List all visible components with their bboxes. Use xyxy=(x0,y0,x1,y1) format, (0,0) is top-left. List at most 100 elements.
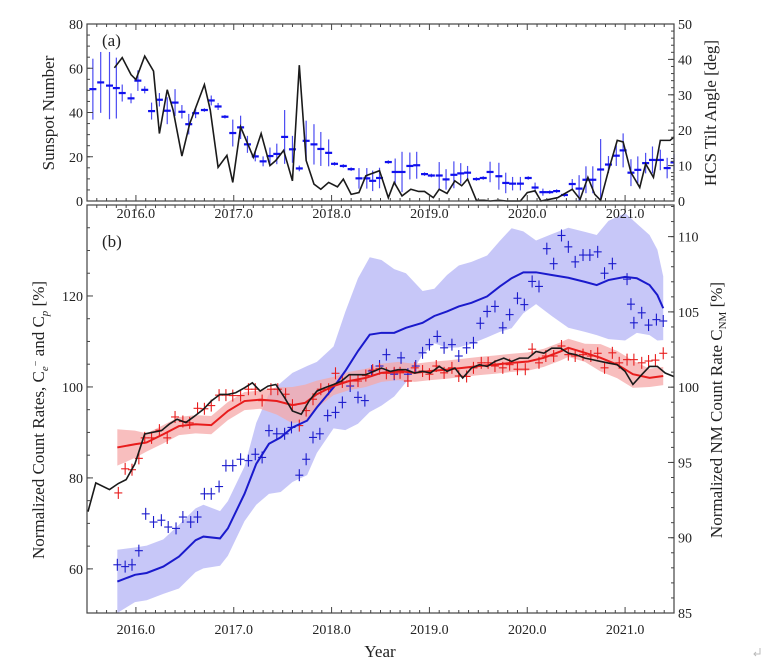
x-axis-label: Year xyxy=(364,642,396,661)
x-tick-label-bottom: 2017.0 xyxy=(215,623,254,638)
electron-point xyxy=(193,511,202,524)
y-tick-label-right: 100 xyxy=(678,381,699,396)
proton-point xyxy=(651,354,660,367)
x-tick-label-bottom: 2018.0 xyxy=(312,623,351,638)
corner-return-icon xyxy=(753,648,761,657)
electron-point xyxy=(626,298,635,311)
proton-point xyxy=(637,356,646,369)
electron-point xyxy=(236,453,245,466)
proton-point xyxy=(236,389,245,402)
electron-point xyxy=(331,406,340,419)
electron-point xyxy=(323,409,332,422)
tilt-angle-point xyxy=(391,158,399,186)
tilt-angle-point xyxy=(442,169,450,190)
tilt-angle-point xyxy=(118,84,126,102)
y-tick-label-right: 110 xyxy=(678,231,698,246)
electron-point xyxy=(637,306,646,319)
tilt-angle-point xyxy=(273,143,281,165)
electron-point xyxy=(353,391,362,404)
electron-uncertainty-band xyxy=(117,213,664,613)
electron-point xyxy=(200,487,209,500)
proton-point xyxy=(114,486,123,499)
proton-point xyxy=(396,366,405,379)
electron-point xyxy=(221,459,230,472)
electron-point xyxy=(600,267,609,280)
electron-point xyxy=(186,516,195,529)
y-tick-label: 0 xyxy=(76,195,83,210)
tilt-angle-point xyxy=(259,156,267,167)
proton-point xyxy=(600,361,609,374)
proton-point xyxy=(193,402,202,415)
ylabel-sup-minus: − xyxy=(31,360,42,366)
x-tick-label-top: 2020.0 xyxy=(508,207,547,222)
electron-point xyxy=(251,448,260,461)
proton-point xyxy=(513,363,522,376)
tilt-angle-point xyxy=(612,145,620,166)
y-tick-label-right: 40 xyxy=(678,53,692,68)
tilt-angle-point xyxy=(310,124,318,165)
electron-point xyxy=(571,255,580,268)
electron-point xyxy=(490,300,499,313)
tilt-angle-point xyxy=(479,176,487,180)
electron-point xyxy=(534,280,543,293)
proton-point xyxy=(579,348,588,361)
electron-point xyxy=(418,346,427,359)
tilt-angle-point xyxy=(553,189,561,193)
tilt-angle-point xyxy=(597,139,605,200)
proton-point xyxy=(353,375,362,388)
panel-b-ylabel-right: Normalized NM Count Rate CNM [%] xyxy=(707,282,729,538)
electron-point xyxy=(397,351,406,364)
electron-point xyxy=(528,275,537,288)
proton-point xyxy=(629,353,638,366)
tilt-angle-point xyxy=(106,51,114,120)
electron-point xyxy=(454,350,463,363)
electron-point xyxy=(308,431,317,444)
ylabel-end: [%] xyxy=(29,281,48,311)
sunspot-line xyxy=(113,54,675,202)
electron-point xyxy=(585,249,594,262)
tilt-angle-point xyxy=(427,173,435,178)
electron-point xyxy=(542,242,551,255)
proton-point xyxy=(521,363,530,376)
electron-point xyxy=(141,507,150,520)
electron-point xyxy=(629,316,638,329)
tilt-angle-point xyxy=(207,95,215,106)
electron-point xyxy=(469,336,478,349)
tilt-angle-point xyxy=(171,89,179,117)
tilt-angle-point xyxy=(141,86,149,94)
tilt-angle-point xyxy=(295,165,303,172)
electron-point xyxy=(157,514,166,527)
y-tick-label: 60 xyxy=(69,62,83,77)
tilt-angle-point xyxy=(185,113,193,135)
electron-point xyxy=(505,308,514,321)
electron-point xyxy=(659,314,668,327)
y-tick-label-right: 90 xyxy=(678,532,692,547)
y-tick-label-right: 20 xyxy=(678,124,692,139)
x-tick-label-bottom: 2020.0 xyxy=(508,623,547,638)
electron-point xyxy=(178,511,187,524)
y-tick-label: 40 xyxy=(69,107,83,122)
proton-point xyxy=(121,462,130,475)
y-tick-label-right: 85 xyxy=(678,607,692,622)
tilt-angle-point xyxy=(155,93,163,107)
ylabel-mid: and C xyxy=(29,316,48,360)
tilt-angle-point xyxy=(355,168,363,189)
proton-point xyxy=(331,367,340,380)
tilt-angle-point xyxy=(656,149,664,171)
tilt-angle-point xyxy=(502,172,510,194)
proton-point xyxy=(228,389,237,402)
proton-point xyxy=(608,346,617,359)
proton-point xyxy=(564,348,573,361)
tilt-angle-point xyxy=(435,162,443,189)
proton-point xyxy=(163,431,172,444)
proton-point xyxy=(659,347,668,360)
electron-point xyxy=(447,338,456,351)
tilt-angle-point xyxy=(516,176,524,191)
proton-point xyxy=(623,353,632,366)
electron-point xyxy=(652,313,661,326)
tilt-angle-point xyxy=(450,161,458,189)
x-tick-label-top: 2017.0 xyxy=(215,207,254,222)
electron-smoothed-line xyxy=(116,271,665,583)
tilt-angle-point xyxy=(148,102,156,120)
electron-point xyxy=(483,305,492,318)
